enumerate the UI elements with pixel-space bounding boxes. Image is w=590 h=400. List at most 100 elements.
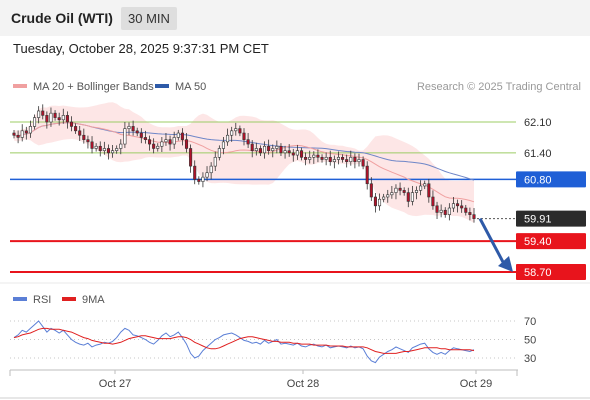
candle-body bbox=[336, 156, 340, 160]
candle-body bbox=[464, 207, 468, 213]
candle-body bbox=[217, 148, 221, 158]
candle-body bbox=[74, 126, 78, 132]
candle-body bbox=[41, 110, 45, 116]
candle-body bbox=[28, 126, 32, 134]
candle-body bbox=[250, 143, 254, 151]
candle-body bbox=[106, 148, 110, 154]
rsi-panel: 70 50 30 bbox=[10, 316, 536, 365]
candle-body bbox=[148, 139, 152, 145]
candle-body bbox=[24, 130, 28, 134]
candle-body bbox=[78, 130, 82, 136]
x-axis-ticks: Oct 27 Oct 28 Oct 29 bbox=[99, 370, 492, 390]
rsi-tick-label: 50 bbox=[524, 335, 536, 347]
x-tick-label: Oct 29 bbox=[460, 378, 492, 390]
research-credit: Research © 2025 Trading Central bbox=[417, 81, 581, 93]
rsi-tick-label: 30 bbox=[524, 353, 536, 365]
candle-body bbox=[238, 128, 242, 134]
level-label-box-current bbox=[516, 210, 586, 227]
candle-body bbox=[123, 128, 127, 145]
candle-body bbox=[431, 196, 435, 207]
candle-body bbox=[456, 203, 460, 207]
candle-body bbox=[369, 183, 373, 198]
candle-body bbox=[435, 205, 439, 213]
candle-body bbox=[69, 121, 74, 127]
instrument-title: Crude Oil (WTI) bbox=[11, 10, 113, 26]
level-label-box-support bbox=[516, 233, 586, 250]
candle-body bbox=[193, 165, 197, 180]
forecast-arrow bbox=[478, 217, 513, 272]
forecast-arrow-shaft bbox=[478, 217, 505, 263]
candle-body bbox=[94, 145, 98, 149]
forecast-arrow-head bbox=[498, 256, 513, 272]
candle-body bbox=[226, 134, 230, 143]
candle-body bbox=[287, 150, 291, 154]
rsi-legend-label: RSI bbox=[33, 294, 51, 306]
candle-body bbox=[37, 110, 41, 118]
candle-body bbox=[320, 156, 324, 160]
candle-body bbox=[242, 132, 246, 140]
candle-body bbox=[201, 176, 205, 182]
candle-body bbox=[328, 156, 332, 163]
candle-body bbox=[135, 130, 139, 134]
level-label-resistance: 62.10 bbox=[524, 117, 552, 129]
candle-body bbox=[414, 190, 419, 193]
candle-body bbox=[152, 143, 156, 149]
candle-body bbox=[443, 209, 447, 215]
candle-body bbox=[386, 194, 390, 198]
candle-body bbox=[341, 156, 345, 160]
candle-body bbox=[460, 205, 464, 209]
level-label-resistance: 61.40 bbox=[524, 148, 552, 160]
candle-body bbox=[423, 183, 427, 187]
candle-body bbox=[263, 145, 267, 154]
candle-body bbox=[349, 156, 353, 163]
ma50-legend-label: MA 50 bbox=[175, 81, 206, 93]
candle-body bbox=[53, 112, 57, 118]
candle-body bbox=[180, 132, 184, 140]
candle-body bbox=[382, 196, 386, 200]
candle-body bbox=[12, 132, 16, 136]
candle-body bbox=[65, 115, 69, 123]
candlesticks bbox=[12, 104, 476, 223]
candle-body bbox=[20, 130, 24, 138]
ma20-line bbox=[13, 122, 475, 203]
candle-body bbox=[86, 139, 90, 143]
candle-body bbox=[127, 126, 131, 129]
candle-body bbox=[139, 132, 143, 138]
rsi-tick-label: 70 bbox=[524, 316, 536, 328]
candle-body bbox=[102, 148, 106, 151]
candle-body bbox=[82, 134, 86, 140]
candle-body bbox=[115, 148, 119, 151]
x-tick-label: Oct 28 bbox=[287, 378, 319, 390]
rsi-legend-swatch bbox=[13, 297, 27, 301]
candle-body bbox=[16, 134, 20, 138]
candle-body bbox=[472, 214, 476, 219]
candle-body bbox=[197, 179, 201, 182]
candle-body bbox=[45, 115, 49, 123]
candle-body bbox=[365, 165, 369, 185]
timeframe-badge[interactable]: 30 MIN bbox=[121, 7, 177, 30]
ma20-legend-label: MA 20 + Bollinger Bands bbox=[33, 81, 154, 93]
bollinger-band-fill bbox=[14, 102, 474, 223]
candle-body bbox=[447, 207, 451, 215]
candle-body bbox=[160, 141, 164, 147]
candle-body bbox=[468, 212, 472, 215]
chart-header: Crude Oil (WTI) 30 MIN bbox=[0, 0, 590, 36]
level-label-pivot: 60.80 bbox=[524, 174, 552, 186]
candle-body bbox=[308, 156, 312, 160]
candle-body bbox=[98, 145, 102, 151]
candle-body bbox=[316, 154, 320, 158]
x-tick-label: Oct 27 bbox=[99, 378, 131, 390]
candle-body bbox=[283, 150, 287, 154]
candle-body bbox=[324, 156, 328, 160]
level-label-box-support bbox=[516, 264, 586, 280]
candle-body bbox=[275, 145, 279, 149]
ma20-legend-swatch bbox=[13, 84, 27, 88]
level-label-box-pivot bbox=[516, 171, 586, 188]
candle-body bbox=[230, 130, 234, 136]
candle-body bbox=[295, 150, 299, 156]
candle-body bbox=[291, 152, 295, 156]
candle-body bbox=[402, 190, 406, 193]
candle-body bbox=[439, 209, 443, 213]
candle-body bbox=[57, 117, 61, 121]
candle-body bbox=[234, 128, 238, 132]
